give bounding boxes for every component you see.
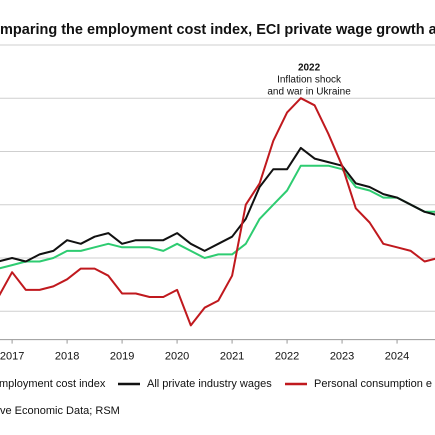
x-tick-label: 2017 — [0, 351, 24, 363]
x-tick-label: 2024 — [385, 351, 409, 363]
series-line — [0, 97, 435, 327]
x-tick-label: 2021 — [220, 351, 244, 363]
annotation-title: 2022 — [298, 63, 321, 74]
x-tick-label: 2018 — [55, 351, 79, 363]
x-tick-label: 2022 — [275, 351, 299, 363]
annotation-text: Inflation shock — [277, 75, 342, 86]
annotation-text: and war in Ukraine — [267, 87, 351, 98]
x-tick-label: 2020 — [165, 351, 189, 363]
chart-title: mparing the employment cost index, ECI p… — [0, 22, 435, 38]
legend-label: All private industry wages — [147, 378, 272, 390]
legend-label: mployment cost index — [0, 378, 106, 390]
x-tick-label: 2023 — [330, 351, 354, 363]
x-tick-label: 2019 — [110, 351, 134, 363]
series-line — [0, 164, 435, 270]
series-line — [0, 146, 435, 263]
source: ve Economic Data; RSM — [0, 405, 120, 417]
legend-label: Personal consumption e — [314, 378, 432, 390]
